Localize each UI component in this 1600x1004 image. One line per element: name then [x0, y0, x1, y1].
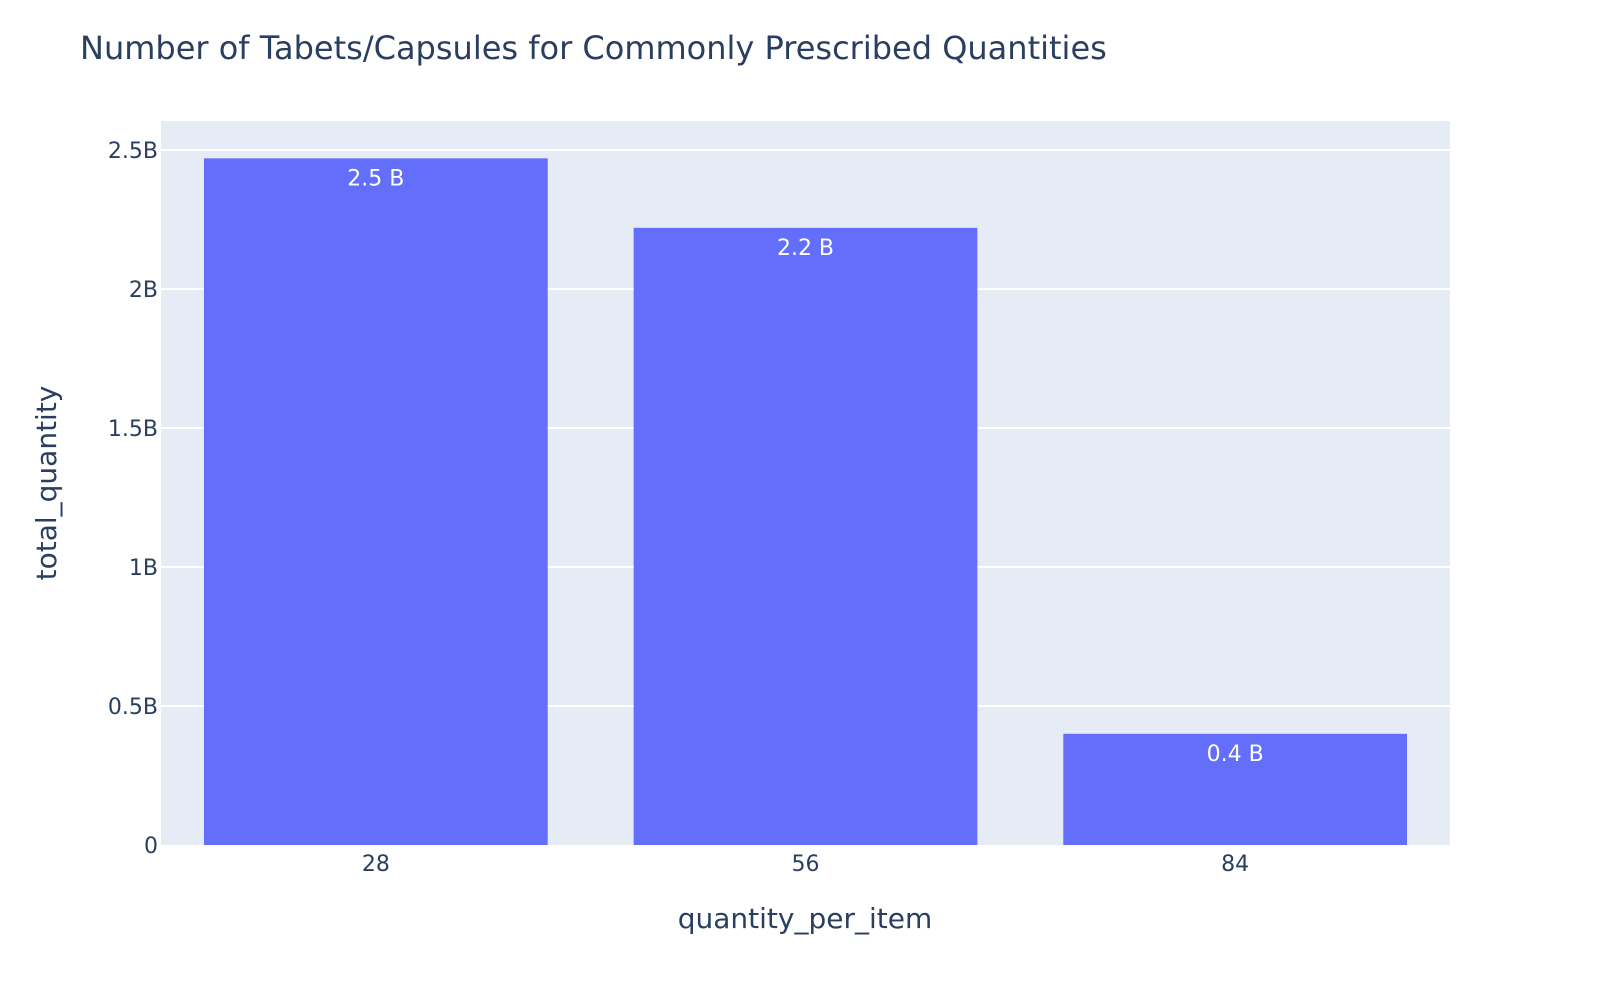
y-tick-label: 2B: [129, 278, 158, 303]
bar-data-label: 0.4 B: [1207, 742, 1264, 767]
x-tick-label: 28: [362, 852, 390, 877]
y-tick-label: 0.5B: [108, 695, 158, 720]
y-tick-label: 1.5B: [108, 417, 158, 442]
y-axis-ticks: 0 0.5B 1B 1.5B 2B 2.5B: [108, 139, 158, 859]
x-axis-title: quantity_per_item: [678, 902, 933, 935]
x-tick-label: 84: [1221, 852, 1249, 877]
y-axis-title: total_quantity: [30, 386, 63, 581]
chart-title: Number of Tabets/Capsules for Commonly P…: [80, 29, 1107, 67]
bar-data-label: 2.5 B: [347, 166, 404, 191]
bar: [1063, 733, 1408, 845]
bar: [633, 227, 978, 846]
y-tick-label: 2.5B: [108, 139, 158, 164]
bar: [203, 158, 548, 846]
y-tick-label: 0: [144, 834, 158, 859]
x-tick-label: 56: [792, 852, 820, 877]
x-axis-ticks: 28 56 84: [362, 852, 1249, 877]
y-tick-label: 1B: [129, 556, 158, 581]
bars: [203, 158, 1408, 846]
bar-data-label: 2.2 B: [777, 236, 834, 261]
data-labels: 2.5 B 2.2 B 0.4 B: [347, 166, 1263, 766]
